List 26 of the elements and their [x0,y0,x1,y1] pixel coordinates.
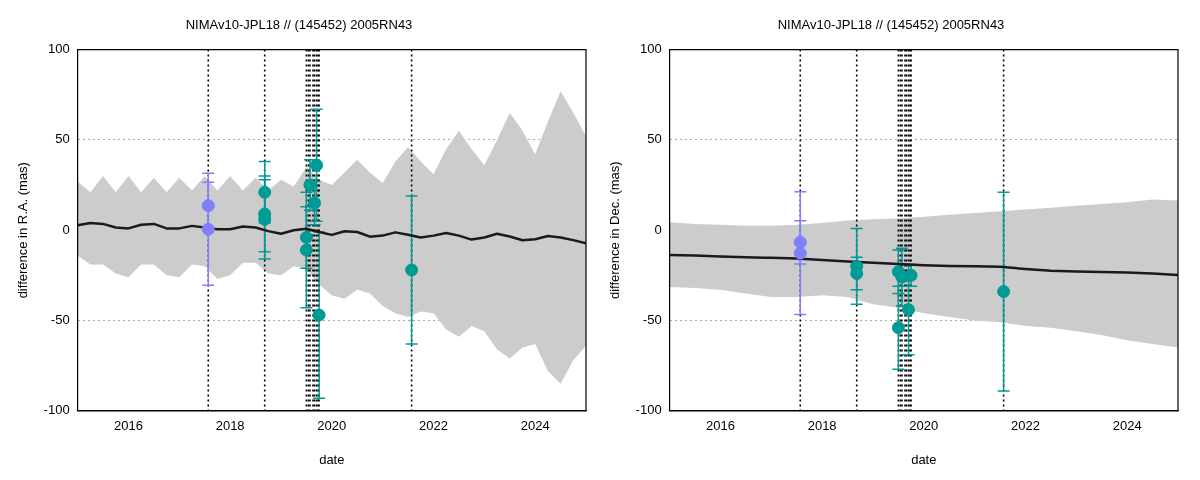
x-tick-label: 2016 [114,418,143,434]
y-tick-label: 0 [654,221,662,237]
y-tick-label: 0 [62,221,70,237]
x-tick-label: 2018 [215,418,245,434]
x-axis-title: date [911,451,937,467]
y-tick-label: -50 [642,312,662,328]
x-tick-label: 2022 [1011,418,1040,434]
x-axis-title: date [319,451,345,467]
x-tick-label: 2024 [1112,418,1142,434]
x-tick-label: 2016 [706,418,735,434]
y-tick-label: 50 [647,131,662,147]
y-axis-title: difference in R.A. (mas) [15,162,31,299]
y-tick-label: -100 [635,402,662,418]
x-tick-label: 2020 [909,418,939,434]
y-axis-title: difference in Dec. (mas) [607,161,623,300]
y-tick-label: -100 [43,402,70,418]
x-tick-label: 2022 [419,418,448,434]
chart-title: NIMAv10-JPL18 // (145452) 2005RN43 [185,17,413,33]
y-tick-label: 100 [639,41,662,57]
x-tick-label: 2018 [807,418,837,434]
y-tick-label: -50 [50,312,70,328]
chart-title: NIMAv10-JPL18 // (145452) 2005RN43 [777,17,1005,33]
x-tick-label: 2024 [520,418,550,434]
y-tick-label: 50 [55,131,70,147]
x-tick-label: 2020 [317,418,347,434]
y-tick-label: 100 [47,41,70,57]
